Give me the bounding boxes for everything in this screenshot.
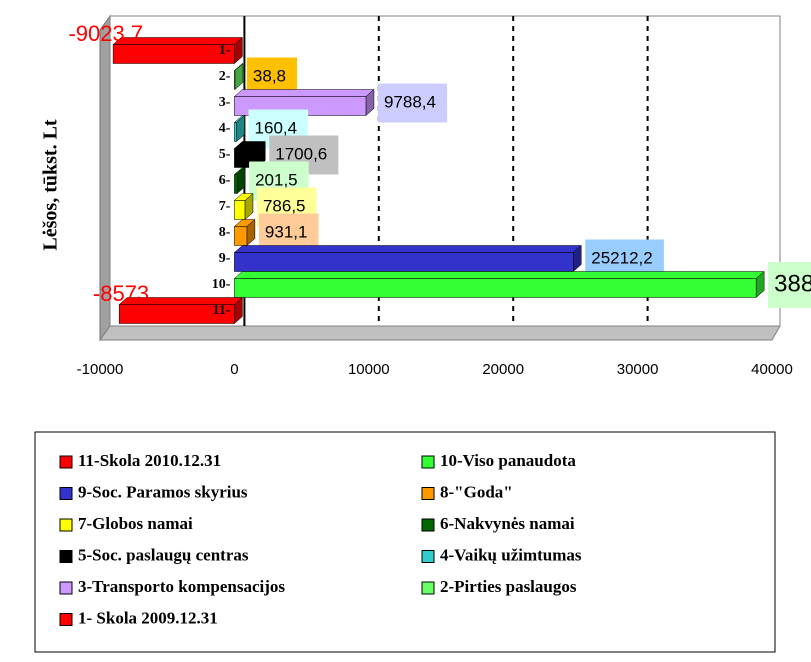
y-axis-title: Lėšos, tūkst. Lt — [40, 119, 62, 250]
data-label: 25212,2 — [591, 248, 652, 267]
bar-top — [233, 89, 375, 97]
legend-swatch — [421, 550, 435, 563]
legend-label: 3-Transporto kompensacijos — [78, 577, 285, 596]
bar — [234, 174, 238, 194]
x-tick-label: 0 — [230, 361, 238, 378]
x-tick-label: -10000 — [77, 361, 124, 378]
legend-label: 1- Skola 2009.12.31 — [78, 608, 218, 627]
legend-label: 4-Vaikų užimtumas — [440, 545, 582, 564]
data-label-box — [768, 262, 811, 308]
bar-top — [233, 245, 582, 253]
data-label: -8573 — [93, 281, 149, 306]
legend-swatch — [59, 581, 73, 595]
category-label: 11- — [213, 303, 231, 318]
bar-shade — [365, 89, 374, 116]
legend-swatch — [59, 455, 73, 469]
bar — [118, 304, 235, 324]
category-label: 1- — [219, 43, 231, 58]
legend-label: 10-Viso panaudota — [440, 451, 576, 470]
bar-shade — [234, 63, 243, 90]
data-label: 786,5 — [263, 196, 306, 215]
bar-shade — [237, 167, 246, 194]
bar — [234, 70, 236, 90]
legend-swatch — [59, 550, 73, 563]
legend — [34, 431, 776, 653]
x-tick-label: 40000 — [751, 361, 793, 378]
legend-label: 6-Nakvynės namai — [440, 514, 575, 533]
data-label: 9788,4 — [384, 92, 436, 111]
category-label: 7- — [219, 199, 231, 214]
bar — [234, 200, 246, 220]
data-label: 201,5 — [255, 170, 298, 189]
legend-swatch — [421, 581, 435, 595]
category-label: 8- — [219, 225, 231, 240]
legend-swatch — [421, 455, 435, 469]
data-label: 38819,5 — [774, 270, 811, 297]
x-tick-label: 10000 — [348, 361, 390, 378]
category-label: 6- — [219, 173, 231, 188]
legend-label: 7-Globos namai — [78, 514, 193, 533]
category-label: 3- — [219, 95, 231, 110]
x-tick-label: 30000 — [617, 361, 659, 378]
bar — [112, 44, 235, 64]
bar — [234, 278, 757, 298]
data-label: 931,1 — [265, 222, 308, 241]
legend-label: 2-Pirties paslaugos — [440, 577, 577, 596]
legend-swatch — [421, 518, 435, 532]
bar — [234, 252, 574, 272]
category-label: 4- — [219, 121, 231, 136]
floor — [99, 325, 781, 341]
bar-shade — [756, 271, 765, 298]
data-label: 38,8 — [253, 66, 286, 85]
bar — [234, 122, 237, 142]
legend-swatch — [421, 487, 435, 500]
bar — [234, 226, 248, 246]
bar-shade — [236, 115, 245, 142]
bar-shade — [257, 141, 266, 168]
category-label: 5- — [219, 147, 231, 162]
legend-label: 8-"Goda" — [440, 482, 513, 501]
bar-shade — [234, 37, 243, 64]
legend-swatch — [59, 518, 73, 532]
bar-shade — [234, 297, 243, 324]
data-label-box — [377, 83, 448, 123]
legend-label: 5-Soc. paslaugų centras — [78, 545, 249, 564]
legend-label: 9-Soc. Paramos skyrius — [78, 482, 248, 501]
legend-swatch — [59, 487, 73, 500]
legend-label: 11-Skola 2010.12.31 — [78, 451, 221, 470]
category-label: 2- — [219, 69, 231, 84]
data-label: 1700,6 — [275, 144, 327, 163]
category-label: 10- — [212, 277, 231, 292]
data-label: 160,4 — [255, 118, 298, 137]
bar-top — [233, 271, 765, 279]
bar-shade — [246, 219, 255, 246]
legend-swatch — [59, 613, 73, 626]
x-tick-label: 20000 — [482, 361, 524, 378]
bar-shade — [244, 193, 253, 220]
category-label: 9- — [219, 251, 231, 266]
data-label: -9023,7 — [68, 21, 143, 46]
bar-shade — [573, 245, 582, 272]
